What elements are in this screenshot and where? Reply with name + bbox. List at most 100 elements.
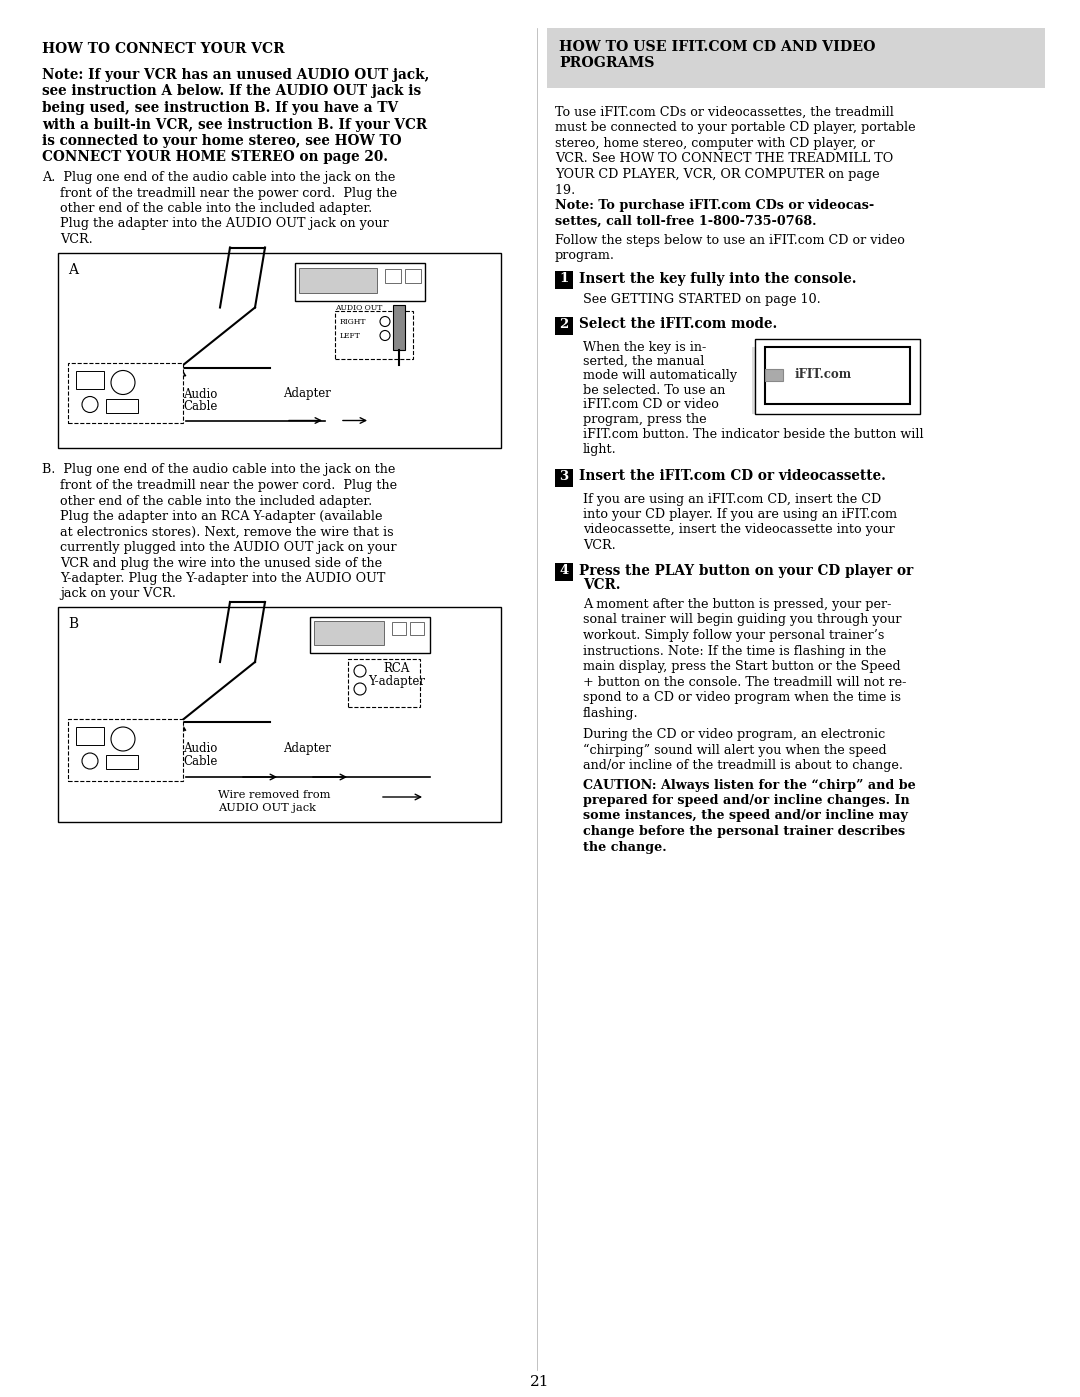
Bar — [106, 398, 138, 412]
Text: Adapter: Adapter — [283, 742, 330, 754]
Text: PROGRAMS: PROGRAMS — [559, 56, 654, 70]
Text: workout. Simply follow your personal trainer’s: workout. Simply follow your personal tra… — [583, 629, 885, 643]
Text: be selected. To use an: be selected. To use an — [583, 384, 726, 397]
Text: A moment after the button is pressed, your per-: A moment after the button is pressed, yo… — [583, 598, 891, 610]
Bar — [405, 268, 421, 282]
Circle shape — [380, 317, 390, 327]
Bar — [348, 659, 420, 707]
Text: HOW TO CONNECT YOUR VCR: HOW TO CONNECT YOUR VCR — [42, 42, 285, 56]
Bar — [555, 317, 573, 334]
Text: Adapter: Adapter — [283, 387, 330, 401]
Circle shape — [380, 331, 390, 341]
Bar — [106, 754, 138, 768]
Text: flashing.: flashing. — [583, 707, 638, 719]
Text: During the CD or video program, an electronic: During the CD or video program, an elect… — [583, 728, 886, 740]
Text: Press the PLAY button on your CD player or: Press the PLAY button on your CD player … — [579, 563, 914, 577]
Bar — [299, 267, 377, 292]
Text: YOUR CD PLAYER, VCR, OR COMPUTER on page: YOUR CD PLAYER, VCR, OR COMPUTER on page — [555, 168, 879, 182]
Text: LEFT: LEFT — [340, 332, 361, 341]
Text: To use iFIT.com CDs or videocassettes, the treadmill: To use iFIT.com CDs or videocassettes, t… — [555, 106, 894, 119]
Text: currently plugged into the AUDIO OUT jack on your: currently plugged into the AUDIO OUT jac… — [60, 541, 396, 555]
Text: Plug the adapter into the AUDIO OUT jack on your: Plug the adapter into the AUDIO OUT jack… — [60, 218, 389, 231]
Text: Audio: Audio — [183, 742, 217, 754]
Bar — [76, 370, 104, 388]
Text: see instruction A below. If the AUDIO OUT jack is: see instruction A below. If the AUDIO OU… — [42, 84, 421, 99]
Text: front of the treadmill near the power cord.  Plug the: front of the treadmill near the power co… — [60, 187, 397, 200]
Text: B: B — [68, 617, 78, 631]
Text: If you are using an iFIT.com CD, insert the CD: If you are using an iFIT.com CD, insert … — [583, 493, 881, 506]
Text: Note: To purchase iFIT.com CDs or videocas-: Note: To purchase iFIT.com CDs or videoc… — [555, 198, 874, 212]
Text: prepared for speed and/or incline changes. In: prepared for speed and/or incline change… — [583, 793, 909, 807]
Text: 4: 4 — [559, 563, 569, 577]
Text: is connected to your home stereo, see HOW TO: is connected to your home stereo, see HO… — [42, 134, 402, 148]
Text: AUDIO OUT: AUDIO OUT — [335, 305, 382, 313]
Text: stereo, home stereo, computer with CD player, or: stereo, home stereo, computer with CD pl… — [555, 137, 875, 149]
Bar — [314, 622, 384, 645]
Text: When the key is in-: When the key is in- — [583, 341, 706, 353]
Text: Follow the steps below to use an iFIT.com CD or video: Follow the steps below to use an iFIT.co… — [555, 235, 905, 247]
Text: Cable: Cable — [183, 754, 217, 768]
Text: instructions. Note: If the time is flashing in the: instructions. Note: If the time is flash… — [583, 644, 887, 658]
Text: See GETTING STARTED on page 10.: See GETTING STARTED on page 10. — [583, 293, 821, 306]
Bar — [384, 268, 401, 282]
Text: 2: 2 — [559, 317, 569, 331]
Bar — [752, 346, 921, 414]
Text: 3: 3 — [559, 469, 568, 482]
Bar — [755, 338, 920, 414]
Bar — [765, 346, 910, 404]
Text: jack on your VCR.: jack on your VCR. — [60, 588, 176, 601]
Circle shape — [82, 753, 98, 768]
Text: Wire removed from: Wire removed from — [218, 789, 330, 800]
Text: Y-adapter: Y-adapter — [368, 675, 426, 687]
Text: mode will automatically: mode will automatically — [583, 369, 738, 383]
Text: AUDIO OUT jack: AUDIO OUT jack — [218, 803, 315, 813]
Text: Insert the iFIT.com CD or videocassette.: Insert the iFIT.com CD or videocassette. — [579, 469, 886, 483]
Text: A: A — [68, 263, 78, 277]
Bar — [68, 362, 183, 422]
Text: and/or incline of the treadmill is about to change.: and/or incline of the treadmill is about… — [583, 759, 903, 773]
Text: other end of the cable into the included adapter.: other end of the cable into the included… — [60, 495, 373, 507]
Text: iFIT.com: iFIT.com — [795, 367, 852, 380]
Text: CAUTION: Always listen for the “chirp” and be: CAUTION: Always listen for the “chirp” a… — [583, 778, 916, 792]
Text: at electronics stores). Next, remove the wire that is: at electronics stores). Next, remove the… — [60, 525, 393, 538]
Text: spond to a CD or video program when the time is: spond to a CD or video program when the … — [583, 692, 901, 704]
Text: into your CD player. If you are using an iFIT.com: into your CD player. If you are using an… — [583, 509, 897, 521]
Text: RCA: RCA — [383, 662, 409, 675]
Bar — [58, 608, 501, 821]
Text: change before the personal trainer describes: change before the personal trainer descr… — [583, 826, 905, 838]
Text: Audio: Audio — [183, 387, 217, 401]
Text: VCR.: VCR. — [583, 578, 621, 592]
Text: other end of the cable into the included adapter.: other end of the cable into the included… — [60, 203, 373, 215]
Circle shape — [82, 397, 98, 412]
Text: some instances, the speed and/or incline may: some instances, the speed and/or incline… — [583, 809, 908, 823]
Bar — [335, 310, 413, 359]
Bar — [392, 622, 406, 636]
Text: sonal trainer will begin guiding you through your: sonal trainer will begin guiding you thr… — [583, 613, 902, 626]
Text: A.  Plug one end of the audio cable into the jack on the: A. Plug one end of the audio cable into … — [42, 170, 395, 184]
Text: + button on the console. The treadmill will not re-: + button on the console. The treadmill w… — [583, 676, 906, 689]
Bar — [765, 369, 783, 380]
Text: CONNECT YOUR HOME STEREO on page 20.: CONNECT YOUR HOME STEREO on page 20. — [42, 151, 388, 165]
Text: Plug the adapter into an RCA Y-adapter (available: Plug the adapter into an RCA Y-adapter (… — [60, 510, 382, 522]
Text: 21: 21 — [530, 1375, 550, 1389]
Bar — [310, 617, 430, 652]
Bar — [295, 263, 426, 300]
Bar — [555, 468, 573, 486]
Circle shape — [111, 726, 135, 752]
Text: VCR and plug the wire into the unused side of the: VCR and plug the wire into the unused si… — [60, 556, 382, 570]
Text: with a built-in VCR, see instruction B. If your VCR: with a built-in VCR, see instruction B. … — [42, 117, 427, 131]
Text: Y-adapter. Plug the Y-adapter into the AUDIO OUT: Y-adapter. Plug the Y-adapter into the A… — [60, 571, 386, 585]
Text: program.: program. — [555, 250, 615, 263]
Circle shape — [111, 370, 135, 394]
Text: the change.: the change. — [583, 841, 666, 854]
Circle shape — [354, 665, 366, 678]
Text: Select the iFIT.com mode.: Select the iFIT.com mode. — [579, 317, 778, 331]
Text: must be connected to your portable CD player, portable: must be connected to your portable CD pl… — [555, 122, 916, 134]
Bar — [76, 726, 104, 745]
Bar — [393, 305, 405, 349]
Text: VCR.: VCR. — [583, 539, 616, 552]
Text: program, press the: program, press the — [583, 414, 706, 426]
Text: settes, call toll-free 1-800-735-0768.: settes, call toll-free 1-800-735-0768. — [555, 215, 816, 228]
Text: RIGHT: RIGHT — [340, 319, 366, 327]
Text: “chirping” sound will alert you when the speed: “chirping” sound will alert you when the… — [583, 743, 887, 757]
